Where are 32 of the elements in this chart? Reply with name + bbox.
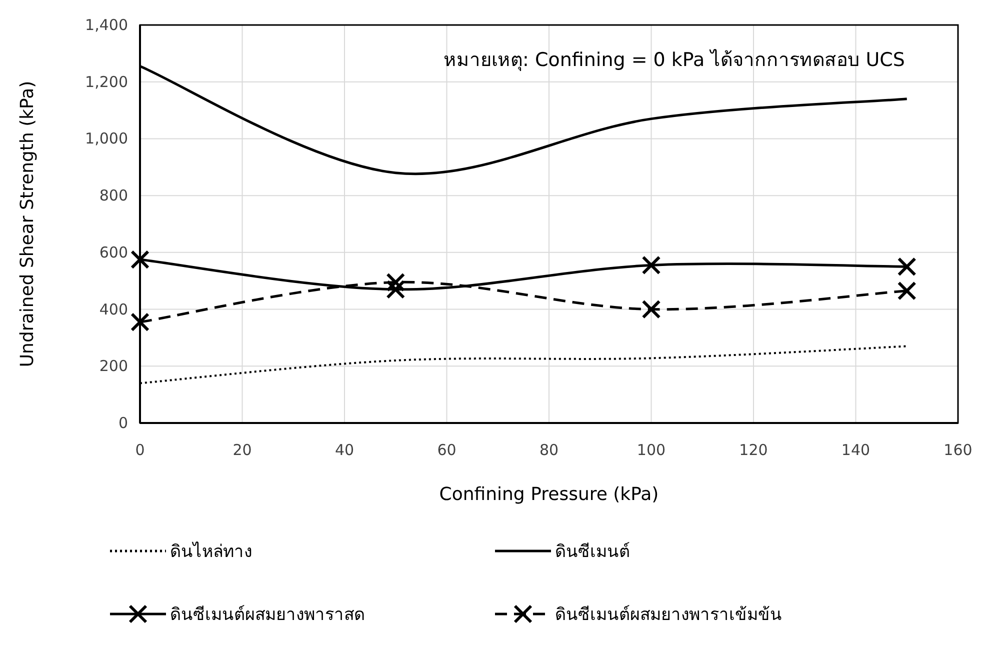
y-tick-label: 1,000 xyxy=(85,130,128,148)
y-tick-label: 1,200 xyxy=(85,72,128,91)
point xyxy=(897,257,916,276)
legend-label: ดินไหล่ทาง xyxy=(170,541,252,562)
x-tick-label: 80 xyxy=(539,441,559,459)
y-tick-label: 800 xyxy=(99,186,128,205)
y-axis-title: Undrained Shear Strength (kPa) xyxy=(17,80,38,368)
point xyxy=(130,312,150,332)
x-tick-label: 140 xyxy=(841,441,870,459)
point xyxy=(642,256,661,275)
legend-label: ดินซีเมนต์ผสมยางพาราสด xyxy=(170,605,365,625)
y-tick-label: 0 xyxy=(118,414,128,432)
x-tick-label: 120 xyxy=(739,441,768,459)
x-tick-label: 20 xyxy=(232,441,252,459)
y-tick-label: 1,400 xyxy=(85,16,128,34)
point xyxy=(897,281,916,300)
y-tick-label: 600 xyxy=(99,243,128,262)
x-tick-label: 60 xyxy=(437,441,456,459)
point xyxy=(386,280,406,299)
x-tick-label: 40 xyxy=(334,441,354,459)
x-tick-label: 160 xyxy=(944,441,972,459)
y-tick-label: 200 xyxy=(99,357,128,376)
y-tick-label: 400 xyxy=(99,300,128,318)
point xyxy=(130,250,150,270)
x-tick-label: 0 xyxy=(135,441,145,459)
point xyxy=(642,300,661,319)
point xyxy=(386,272,406,292)
legend-label: ดินซีเมนต์ผสมยางพาราเข้มข้น xyxy=(555,605,782,625)
legend-label: ดินซีเมนต์ xyxy=(555,542,630,562)
x-axis-title: Confining Pressure (kPa) xyxy=(439,484,659,505)
x-tick-label: 100 xyxy=(636,441,666,459)
annotation: หมายเหตุ: Confining = 0 kPa ได้จากการทดสอบ UCS xyxy=(444,49,905,72)
